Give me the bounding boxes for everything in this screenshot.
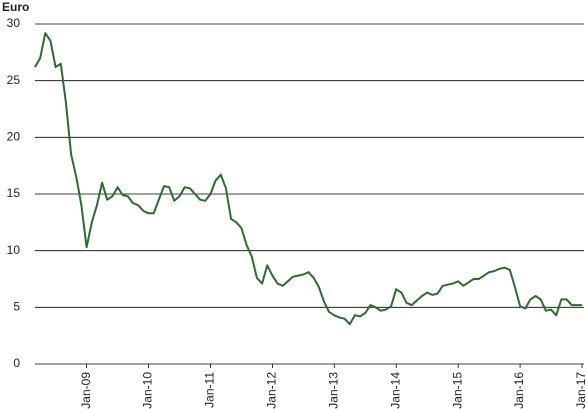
line-series <box>34 32 582 326</box>
y-tick-label: 30 <box>7 16 21 30</box>
y-axis-label: Euro <box>2 0 29 14</box>
x-tick-label: Jan-13 <box>326 372 340 409</box>
y-tick-label: 10 <box>7 243 21 257</box>
x-tick-label: Jan-16 <box>512 372 526 409</box>
x-tick-label: Jan-12 <box>265 372 279 409</box>
y-tick-label: 15 <box>7 186 21 200</box>
y-tick-label: 25 <box>7 73 21 87</box>
x-tick-label: Jan-11 <box>203 372 217 408</box>
x-tick-label: Jan-14 <box>388 372 402 409</box>
y-tick-label: 0 <box>13 356 20 370</box>
y-tick-label: 5 <box>13 300 20 314</box>
x-tick-label: Jan-15 <box>450 372 464 409</box>
y-tick-label: 20 <box>7 130 21 144</box>
x-tick-label: Jan-17 <box>574 372 586 409</box>
x-tick-label: Jan-10 <box>141 372 155 409</box>
x-tick-label: Jan-09 <box>79 372 93 409</box>
